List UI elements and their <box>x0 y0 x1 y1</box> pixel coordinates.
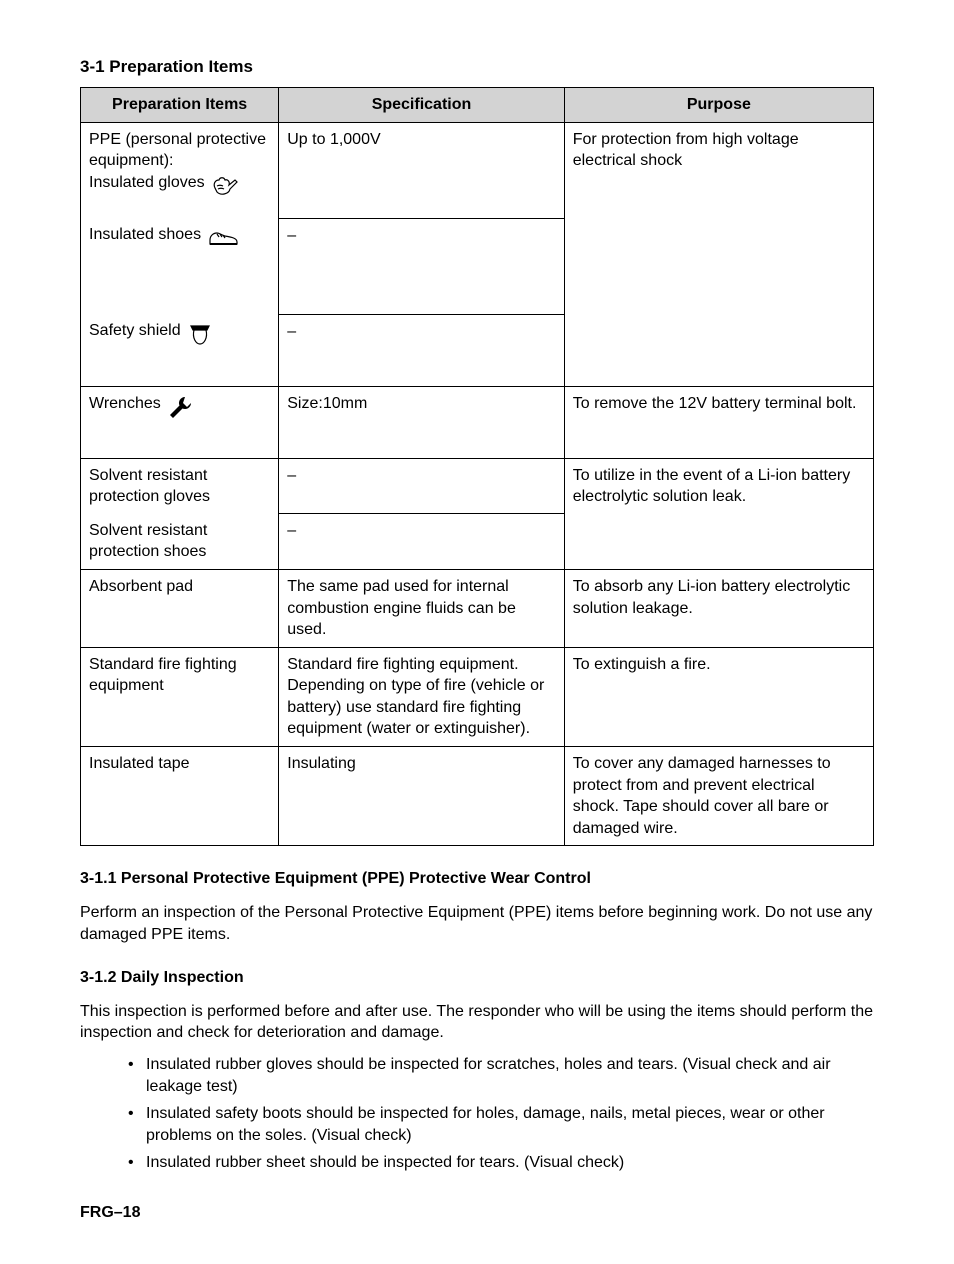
header-items: Preparation Items <box>81 87 279 122</box>
cell-shield: Safety shield <box>81 314 279 386</box>
glove-icon <box>211 174 241 200</box>
cell-wrench: Wrenches <box>81 386 279 458</box>
cell-tape: Insulated tape <box>81 747 279 846</box>
cell-tape-spec: Insulating <box>279 747 564 846</box>
cell-ppe-gloves: PPE (personal protective equipment): Ins… <box>81 122 279 218</box>
page-footer: FRG–18 <box>80 1202 874 1224</box>
cell-solv-shoes: Solvent resistant protection shoes <box>81 514 279 570</box>
cell-wrench-spec: Size:10mm <box>279 386 564 458</box>
subsection-311-title: 3-1.1 Personal Protective Equipment (PPE… <box>80 868 874 890</box>
ppe-intro-text: PPE (personal protective equipment): <box>89 129 270 172</box>
daily-inspection-list: Insulated rubber gloves should be inspec… <box>128 1054 874 1174</box>
wrench-label: Wrenches <box>89 393 161 415</box>
subsection-311-body: Perform an inspection of the Personal Pr… <box>80 902 874 945</box>
table-row: Solvent resistant protection gloves – To… <box>81 458 874 514</box>
cell-solv-gloves: Solvent resistant protection gloves <box>81 458 279 514</box>
cell-wrench-purpose: To remove the 12V battery terminal bolt. <box>564 386 873 458</box>
shoes-label: Insulated shoes <box>89 224 201 246</box>
shield-label: Safety shield <box>89 320 181 342</box>
cell-tape-purpose: To cover any damaged harnesses to protec… <box>564 747 873 846</box>
subsection-312-body: This inspection is performed before and … <box>80 1001 874 1044</box>
list-item: Insulated safety boots should be inspect… <box>128 1103 874 1146</box>
cell-absorb-spec: The same pad used for internal combustio… <box>279 569 564 647</box>
cell-ppe-purpose: For protection from high voltage electri… <box>564 122 873 386</box>
cell-gloves-spec: Up to 1,000V <box>279 122 564 218</box>
table-row: PPE (personal protective equipment): Ins… <box>81 122 874 218</box>
shoe-icon <box>207 226 241 248</box>
gloves-label: Insulated gloves <box>89 172 205 194</box>
table-row: Standard fire fighting equipment Standar… <box>81 647 874 746</box>
cell-solv-purpose: To utilize in the event of a Li-ion batt… <box>564 458 873 569</box>
cell-solv-shoes-spec: – <box>279 514 564 570</box>
cell-absorb: Absorbent pad <box>81 569 279 647</box>
cell-absorb-purpose: To absorb any Li-ion battery electrolyti… <box>564 569 873 647</box>
preparation-table: Preparation Items Specification Purpose … <box>80 87 874 847</box>
page: 3-1 Preparation Items Preparation Items … <box>0 0 954 1264</box>
header-purpose: Purpose <box>564 87 873 122</box>
header-spec: Specification <box>279 87 564 122</box>
wrench-icon <box>167 395 193 421</box>
cell-shoes: Insulated shoes <box>81 218 279 314</box>
table-row: Absorbent pad The same pad used for inte… <box>81 569 874 647</box>
table-header-row: Preparation Items Specification Purpose <box>81 87 874 122</box>
table-row: Wrenches Size:10mm To remove the 12V bat… <box>81 386 874 458</box>
list-item: Insulated rubber gloves should be inspec… <box>128 1054 874 1097</box>
cell-solv-gloves-spec: – <box>279 458 564 514</box>
cell-fire-purpose: To extinguish a fire. <box>564 647 873 746</box>
cell-shield-spec: – <box>279 314 564 386</box>
section-title: 3-1 Preparation Items <box>80 56 874 79</box>
cell-fire-spec: Standard fire fighting equipment. Depend… <box>279 647 564 746</box>
subsection-312-title: 3-1.2 Daily Inspection <box>80 967 874 989</box>
table-row: Insulated tape Insulating To cover any d… <box>81 747 874 846</box>
cell-fire: Standard fire fighting equipment <box>81 647 279 746</box>
shield-icon <box>187 322 213 346</box>
cell-shoes-spec: – <box>279 218 564 314</box>
list-item: Insulated rubber sheet should be inspect… <box>128 1152 874 1174</box>
